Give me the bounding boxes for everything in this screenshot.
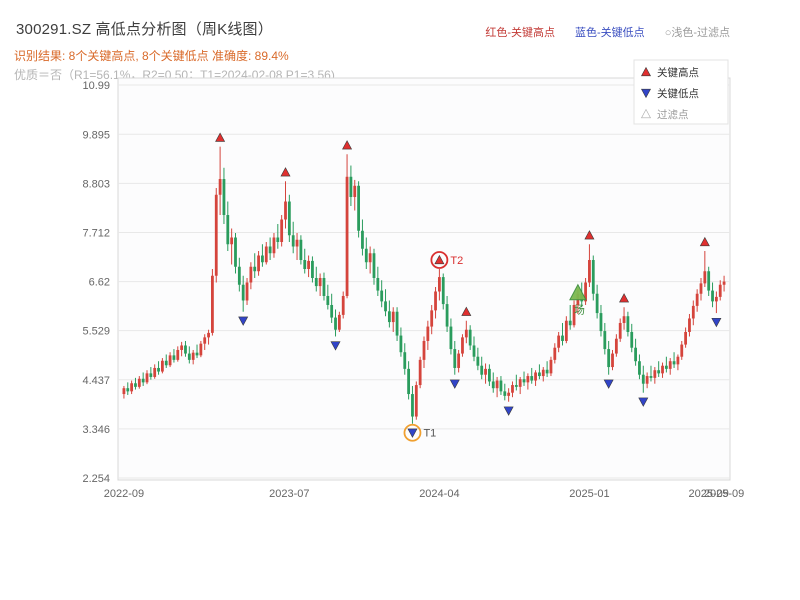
- svg-text:2024-04: 2024-04: [419, 488, 459, 500]
- svg-text:2025-09: 2025-09: [689, 488, 729, 500]
- svg-text:过滤点: 过滤点: [657, 108, 689, 121]
- key-high-markers: [215, 132, 710, 316]
- key-low-markers: [238, 316, 722, 438]
- top-legend-key-low: 蓝色-关键低点: [575, 27, 645, 39]
- top-legend: 红色-关键高点 蓝色-关键低点 ○浅色-过滤点: [485, 24, 730, 40]
- svg-text:8.803: 8.803: [82, 178, 110, 190]
- top-legend-key-high: 红色-关键高点: [485, 27, 556, 39]
- svg-text:关键高点: 关键高点: [657, 66, 699, 79]
- svg-text:关键低点: 关键低点: [657, 87, 699, 100]
- svg-text:10.99: 10.99: [82, 80, 110, 92]
- svg-text:9.895: 9.895: [82, 129, 110, 141]
- svg-text:2022-09: 2022-09: [104, 488, 144, 500]
- svg-text:2023-07: 2023-07: [269, 488, 309, 500]
- svg-text:2.254: 2.254: [82, 473, 110, 485]
- axes: 2.254 3.346 4.437 5.529 6.62 7.712 8.803 9.895 1…: [82, 77, 744, 500]
- svg-text:7.712: 7.712: [82, 227, 110, 239]
- top-legend-filtered: ○浅色-过滤点: [664, 27, 730, 39]
- svg-text:T1: T1: [423, 428, 436, 440]
- svg-text:2025-01: 2025-01: [569, 488, 609, 500]
- svg-text:2025-09: 2025-09: [704, 488, 744, 500]
- svg-text:4.437: 4.437: [82, 375, 110, 387]
- svg-text:3.346: 3.346: [82, 424, 110, 436]
- candles: [122, 146, 726, 424]
- annotations: T2 T1 场: [403, 251, 587, 442]
- svg-text:场: 场: [574, 303, 585, 317]
- recognition-result: 识别结果: 8个关键高点, 8个关键低点 准确度: 89.4%: [14, 49, 289, 63]
- page-title: 300291.SZ 高低点分析图（周K线图）: [16, 21, 273, 38]
- svg-text:6.62: 6.62: [89, 277, 110, 289]
- svg-text:5.529: 5.529: [82, 326, 110, 338]
- svg-text:T2: T2: [450, 255, 463, 267]
